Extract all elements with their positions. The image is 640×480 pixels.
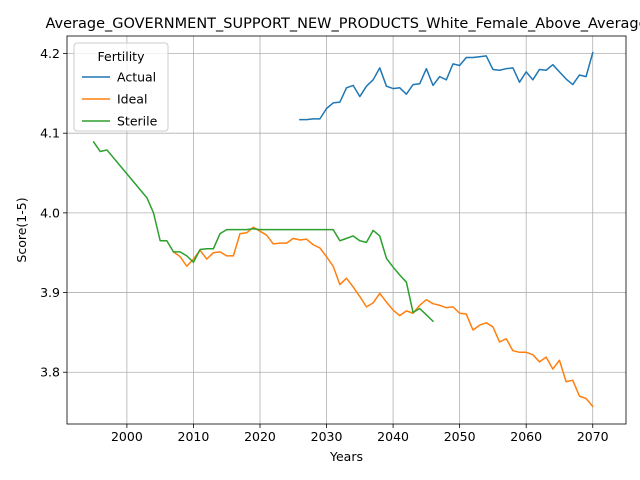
y-tick-label: 4.1 [40,126,60,141]
legend-label-ideal: Ideal [117,92,147,107]
y-axis: 3.8 3.9 4.0 4.1 4.2 [40,46,67,380]
y-tick-label: 4.2 [40,46,60,61]
legend-title: Fertility [98,49,146,64]
y-tick-label: 3.8 [40,365,60,380]
x-tick-label: 2050 [444,429,476,444]
x-tick-label: 2010 [178,429,210,444]
series-line-actual [299,51,594,121]
legend-label-sterile: Sterile [117,114,158,129]
series-line-ideal [172,226,594,408]
y-tick-label: 3.9 [40,285,60,300]
x-tick-label: 2060 [510,429,542,444]
chart-title: Average_GOVERNMENT_SUPPORT_NEW_PRODUCTS_… [45,16,640,32]
x-axis: 2000 2010 2020 2030 2040 2050 2060 2070 [111,424,609,444]
y-tick-label: 4.0 [40,205,60,220]
x-tick-label: 2030 [311,429,343,444]
y-axis-label: Score(1-5) [14,197,29,262]
x-tick-label: 2020 [244,429,276,444]
legend: Fertility Actual Ideal Sterile [73,42,169,132]
series-line-sterile [92,140,435,323]
legend-label-actual: Actual [117,70,156,85]
x-tick-label: 2070 [577,429,609,444]
x-tick-label: 2040 [377,429,409,444]
x-axis-label: Years [329,449,363,464]
series-layer [92,51,594,408]
x-tick-label: 2000 [111,429,143,444]
plot-frame [66,35,627,425]
legend-box [73,42,169,132]
